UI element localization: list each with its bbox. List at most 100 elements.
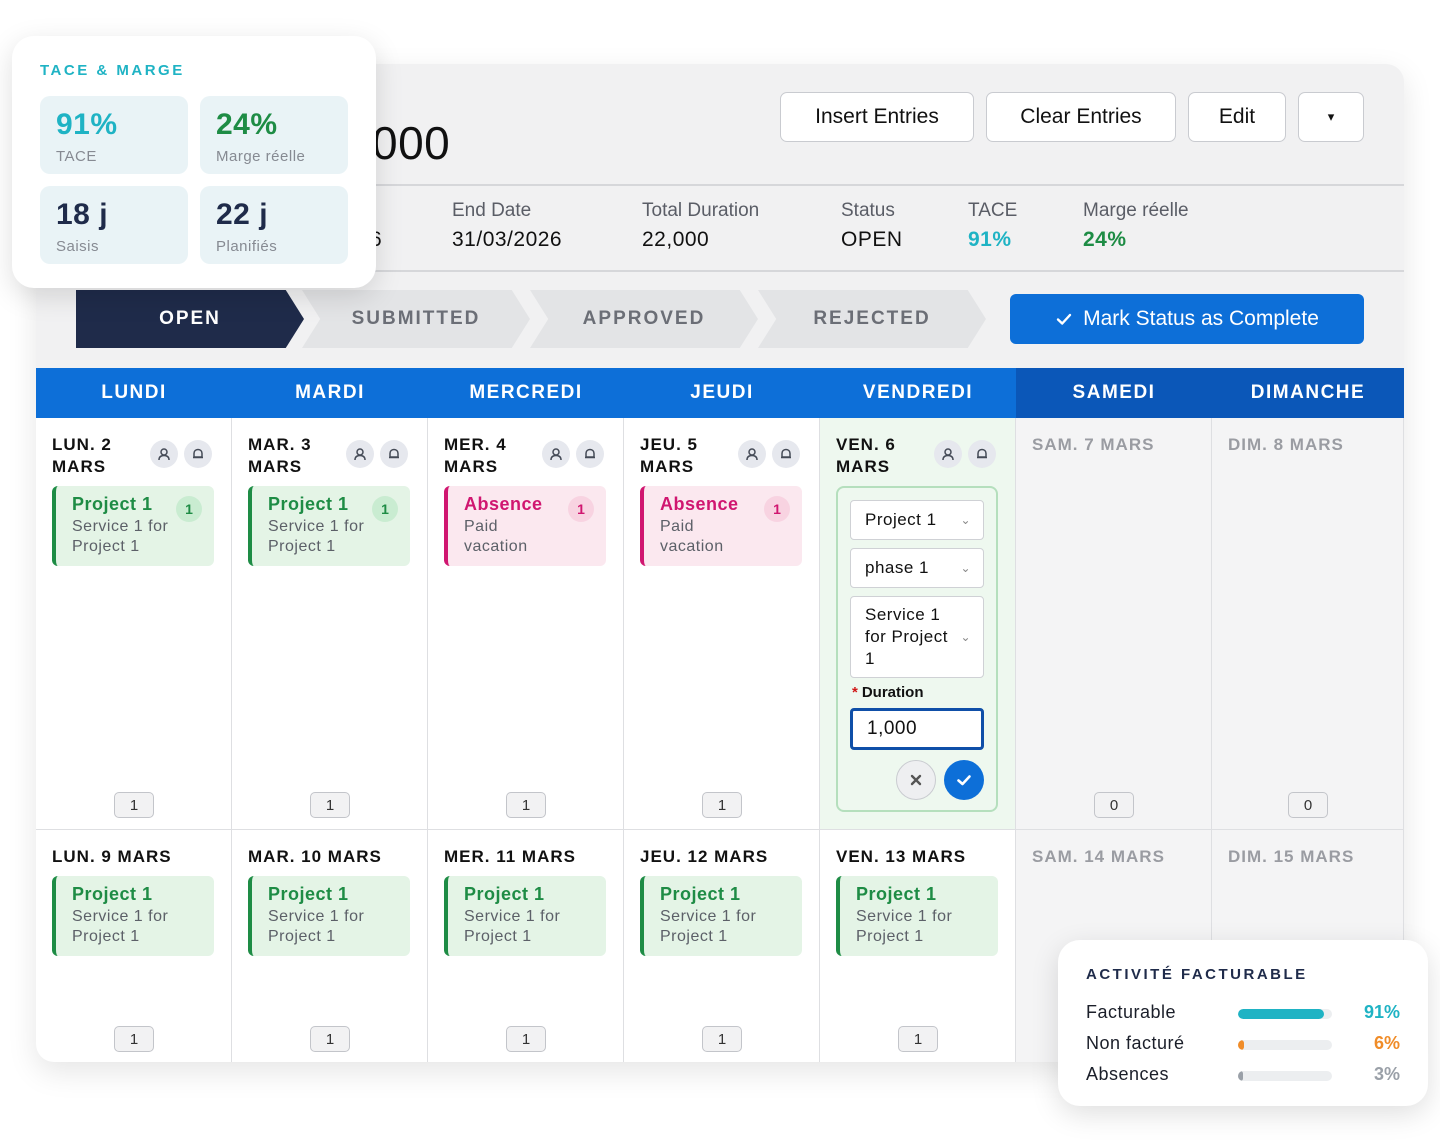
phase-select[interactable]: phase 1 ⌄ [850, 548, 984, 588]
billable-activity-card: ACTIVITÉ FACTURABLE Facturable 91% Non fac… [1058, 940, 1428, 1106]
billable-row-percent: 6% [1373, 1033, 1400, 1053]
entry-subtitle-line: vacation [660, 538, 724, 555]
service-select[interactable]: Service 1 for Project 1 ⌄ [850, 596, 984, 678]
chevron-down-icon: ⌄ [960, 513, 971, 527]
entry-title: Project 1 [268, 884, 349, 904]
divider [36, 184, 1404, 186]
entry-subtitle: Service 1 for Project 1 [856, 907, 998, 947]
project-entry[interactable]: Project 1 Service 1 for Project 1 [444, 876, 606, 956]
step-open[interactable]: OPEN [76, 290, 304, 348]
service-select-line: Service 1 [865, 605, 941, 624]
entry-title: Absence [660, 494, 739, 514]
close-icon [910, 774, 922, 786]
notification-bell-icon[interactable] [380, 440, 408, 468]
day-cell[interactable]: JEU. 12 MARS Project 1 Service 1 for Projec… [624, 830, 820, 1062]
assign-user-icon[interactable] [934, 440, 962, 468]
clear-entries-button[interactable]: Clear Entries [986, 92, 1176, 142]
progress-track [1238, 1040, 1332, 1050]
entry-subtitle: Service 1 for Project 1 [268, 517, 410, 557]
duration-input[interactable]: 1,000 [850, 708, 984, 750]
project-entry[interactable]: Project 1 Service 1 for Project 1 [248, 876, 410, 956]
entry-subtitle-line: Project 1 [268, 928, 336, 945]
assign-user-icon[interactable] [150, 440, 178, 468]
kpi-card-title: TACE & MARGE [40, 62, 185, 79]
entry-title: Project 1 [464, 884, 545, 904]
kpi-marge: 24% Marge réelle [200, 96, 348, 174]
day-date: DIM. 8 MARS [1228, 434, 1344, 456]
weekday-header-mercredi: MERCREDI [428, 368, 624, 418]
day-date-line: MARS [444, 457, 499, 476]
assign-user-icon[interactable] [542, 440, 570, 468]
project-entry[interactable]: Project 1 Service 1 for Project 1 [640, 876, 802, 956]
notification-bell-icon[interactable] [772, 440, 800, 468]
entry-count-badge: 1 [372, 496, 398, 522]
confirm-button[interactable] [944, 760, 984, 800]
mark-complete-button[interactable]: Mark Status as Complete [1010, 294, 1364, 344]
billable-row-percent: 3% [1373, 1064, 1400, 1084]
step-submitted[interactable]: SUBMITTED [302, 290, 530, 348]
progress-fill [1238, 1040, 1244, 1050]
entry-subtitle-line: Service 1 for [660, 908, 757, 925]
tace-field: TACE 91% [968, 200, 1018, 251]
notification-bell-icon[interactable] [576, 440, 604, 468]
required-marker: * [852, 684, 858, 701]
day-cell[interactable]: MAR. 3 MARS Project 1 Service 1 for Project … [232, 418, 428, 830]
entry-subtitle: Service 1 for Project 1 [72, 907, 214, 947]
day-cell[interactable]: MAR. 10 MARS Project 1 Service 1 for Projec… [232, 830, 428, 1062]
day-cell[interactable]: LUN. 9 MARS Project 1 Service 1 for Project… [36, 830, 232, 1062]
day-cell[interactable]: MER. 11 MARS Project 1 Service 1 for Projec… [428, 830, 624, 1062]
day-date-line: MARS [836, 457, 891, 476]
day-date: JEU. 5 MARS [640, 434, 698, 478]
project-entry[interactable]: Project 1 Service 1 for Project 1 [52, 876, 214, 956]
entry-count: 1 [702, 1026, 742, 1052]
day-cell[interactable]: LUN. 2 MARS Project 1 Service 1 for Project … [36, 418, 232, 830]
day-date: SAM. 7 MARS [1032, 434, 1154, 456]
absence-entry[interactable]: Absence Paid vacation 1 [444, 486, 606, 566]
insert-entries-button[interactable]: Insert Entries [780, 92, 974, 142]
mark-complete-label: Mark Status as Complete [1083, 307, 1319, 330]
billable-row-label: Absences [1086, 1064, 1170, 1084]
entry-count: 1 [310, 1026, 350, 1052]
kpi-value: 24% [216, 108, 278, 141]
entry-subtitle-line: Service 1 for [464, 908, 561, 925]
step-rejected[interactable]: REJECTED [758, 290, 986, 348]
day-cell[interactable]: DIM. 8 MARS 0 [1212, 418, 1404, 830]
entry-title: Project 1 [268, 494, 349, 514]
entry-count: 1 [898, 1026, 938, 1052]
edit-button[interactable]: Edit [1188, 92, 1286, 142]
entry-subtitle-line: Project 1 [268, 538, 336, 555]
day-cell[interactable]: MER. 4 MARS Absence Paid vacation 1 1 [428, 418, 624, 830]
day-date: MAR. 3 MARS [248, 434, 312, 478]
absence-entry[interactable]: Absence Paid vacation 1 [640, 486, 802, 566]
project-entry[interactable]: Project 1 Service 1 for Project 1 1 [248, 486, 410, 566]
project-select[interactable]: Project 1 ⌄ [850, 500, 984, 540]
entry-count: 1 [506, 792, 546, 818]
project-entry[interactable]: Project 1 Service 1 for Project 1 [836, 876, 998, 956]
day-cell[interactable]: SAM. 7 MARS 0 [1016, 418, 1212, 830]
entry-subtitle: Service 1 for Project 1 [464, 907, 606, 947]
entry-subtitle-line: Paid [464, 518, 499, 535]
day-date-line: VEN. 6 [836, 435, 896, 454]
project-select-value: Project 1 [865, 510, 937, 529]
assign-user-icon[interactable] [738, 440, 766, 468]
day-cell[interactable]: JEU. 5 MARS Absence Paid vacation 1 1 [624, 418, 820, 830]
project-entry[interactable]: Project 1 Service 1 for Project 1 1 [52, 486, 214, 566]
day-cell[interactable]: VEN. 13 MARS Project 1 Service 1 for Projec… [820, 830, 1016, 1062]
billable-row-percent: 91% [1363, 1002, 1400, 1022]
cancel-button[interactable] [896, 760, 936, 800]
entry-subtitle: Paid vacation [660, 517, 802, 557]
step-approved[interactable]: APPROVED [530, 290, 758, 348]
more-actions-dropdown[interactable]: ▾ [1298, 92, 1364, 142]
entry-subtitle-line: vacation [464, 538, 528, 555]
entry-subtitle: Paid vacation [464, 517, 606, 557]
marge-field: Marge réelle 24% [1083, 200, 1189, 251]
notification-bell-icon[interactable] [184, 440, 212, 468]
notification-bell-icon[interactable] [968, 440, 996, 468]
entry-subtitle: Service 1 for Project 1 [72, 517, 214, 557]
day-cell[interactable]: VEN. 6 MARS Project 1 ⌄ phase 1 ⌄ Service 1 for… [820, 418, 1016, 830]
weekday-header-lundi: LUNDI [36, 368, 232, 418]
kpi-value: 22 j [216, 198, 269, 231]
billable-row: Facturable 91% [1086, 1002, 1400, 1026]
assign-user-icon[interactable] [346, 440, 374, 468]
entry-count: 1 [114, 792, 154, 818]
